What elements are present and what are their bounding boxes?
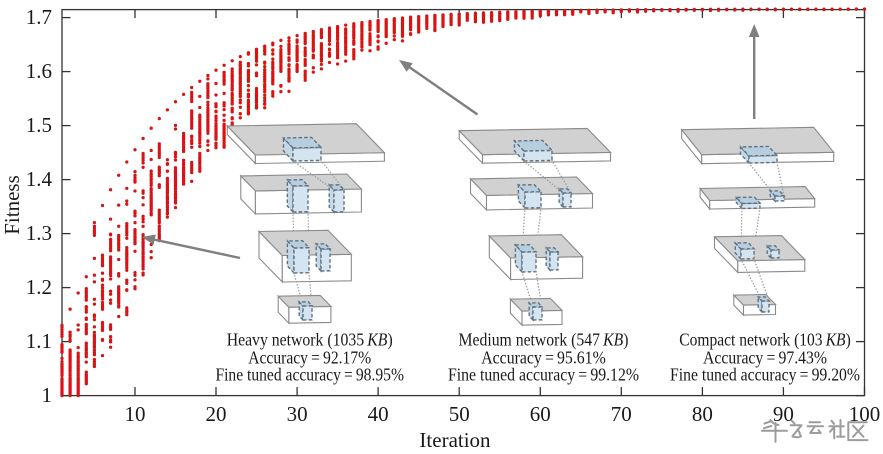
- svg-text:10: 10: [125, 402, 146, 426]
- svg-text:1.1: 1.1: [26, 329, 52, 353]
- svg-text:40: 40: [368, 402, 389, 426]
- svg-text:Accuracy = 92.17%: Accuracy = 92.17%: [248, 348, 371, 368]
- svg-text:1.7: 1.7: [26, 5, 52, 29]
- svg-text:Fine tuned accuracy = 98.95%: Fine tuned accuracy = 98.95%: [215, 365, 404, 385]
- svg-text:1: 1: [42, 383, 53, 407]
- svg-text:Accuracy = 97.43%: Accuracy = 97.43%: [703, 348, 827, 368]
- svg-text:Accuracy = 95.61%: Accuracy = 95.61%: [481, 348, 606, 368]
- svg-text:80: 80: [692, 402, 713, 426]
- svg-text:Fine tuned accuracy = 99.12%: Fine tuned accuracy = 99.12%: [448, 365, 639, 385]
- svg-text:70: 70: [611, 402, 632, 426]
- svg-text:Compact network (103 KB): Compact network (103 KB): [679, 330, 851, 350]
- svg-text:1.4: 1.4: [26, 167, 53, 191]
- svg-text:20: 20: [206, 402, 227, 426]
- svg-text:Heavy network (1035 KB): Heavy network (1035 KB): [227, 330, 393, 350]
- svg-text:Iteration: Iteration: [419, 428, 491, 452]
- svg-text:30: 30: [287, 402, 308, 426]
- svg-text:90: 90: [773, 402, 794, 426]
- svg-text:1.6: 1.6: [26, 59, 52, 83]
- svg-text:50: 50: [449, 402, 470, 426]
- svg-text:1.2: 1.2: [26, 275, 52, 299]
- svg-text:Fine tuned accuracy = 99.20%: Fine tuned accuracy = 99.20%: [670, 365, 860, 385]
- svg-text:1.5: 1.5: [26, 113, 52, 137]
- svg-text:60: 60: [530, 402, 551, 426]
- svg-text:Medium network (547 KB): Medium network (547 KB): [459, 330, 629, 350]
- svg-text:1.3: 1.3: [26, 221, 52, 245]
- svg-text:Fitness: Fitness: [0, 175, 24, 235]
